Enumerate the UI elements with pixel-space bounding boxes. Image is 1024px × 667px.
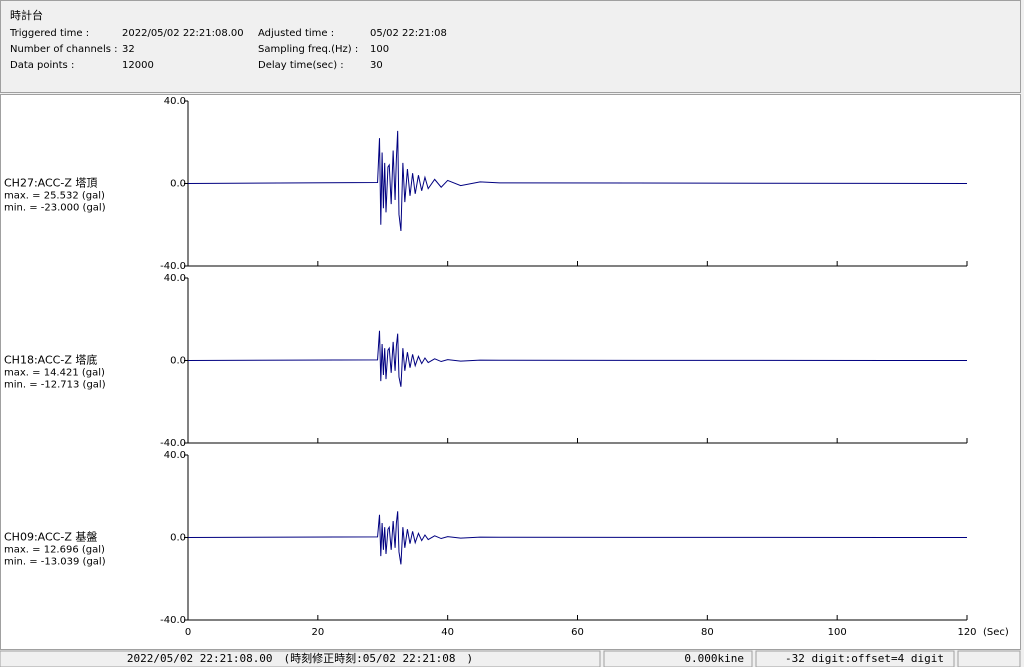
field-label: Sampling freq.(Hz) : xyxy=(258,44,358,55)
y-tick-label: -40.0 xyxy=(160,615,186,626)
status-cell xyxy=(957,650,1021,667)
status-velocity: 0.000kine xyxy=(684,652,744,665)
min-label: min. = -12.713 (gal) xyxy=(4,380,106,391)
x-tick-label: 0 xyxy=(185,627,191,638)
x-tick-label: 120 xyxy=(957,627,976,638)
y-tick-label: 40.0 xyxy=(164,273,186,284)
y-tick-label: 40.0 xyxy=(164,96,186,107)
status-cell xyxy=(603,650,753,667)
field-label: Adjusted time : xyxy=(258,28,334,39)
field-value: 2022/05/02 22:21:08.00 xyxy=(122,28,244,39)
channel-name: CH18:ACC-Z 塔底 xyxy=(4,353,97,367)
status-cell xyxy=(755,650,955,667)
waveform xyxy=(187,511,968,565)
min-label: min. = -13.039 (gal) xyxy=(4,557,106,568)
field-label: Triggered time : xyxy=(9,28,89,39)
x-tick-label: 60 xyxy=(571,627,584,638)
waveform xyxy=(187,330,968,387)
min-label: min. = -23.000 (gal) xyxy=(4,203,106,214)
y-tick-label: 0.0 xyxy=(170,533,186,544)
max-label: max. = 12.696 (gal) xyxy=(4,545,105,556)
y-tick-label: 0.0 xyxy=(170,356,186,367)
field-value: 05/02 22:21:08 xyxy=(370,28,447,39)
station-title: 時計台 xyxy=(10,8,43,22)
x-tick-label: 80 xyxy=(701,627,714,638)
field-value: 30 xyxy=(370,60,383,71)
plot-panel xyxy=(0,94,1021,650)
y-tick-label: 40.0 xyxy=(164,450,186,461)
field-value: 12000 xyxy=(122,60,154,71)
max-label: max. = 14.421 (gal) xyxy=(4,368,105,379)
channel-name: CH09:ACC-Z 基盤 xyxy=(4,531,97,544)
x-axis-label: (Sec) xyxy=(983,627,1009,638)
y-tick-label: -40.0 xyxy=(160,261,186,272)
status-digit: -32 digit:offset=4 digit xyxy=(785,652,944,665)
waveform xyxy=(187,130,968,231)
status-time: 2022/05/02 22:21:08.00 (時刻修正時刻:05/02 22:… xyxy=(127,651,473,665)
field-label: Number of channels : xyxy=(10,44,118,55)
field-value: 100 xyxy=(370,44,389,55)
max-label: max. = 25.532 (gal) xyxy=(4,191,105,202)
field-label: Delay time(sec) : xyxy=(258,60,344,71)
x-tick-label: 100 xyxy=(828,627,847,638)
y-tick-label: 0.0 xyxy=(170,179,186,190)
field-label: Data points : xyxy=(10,60,74,71)
channel-name: CH27:ACC-Z 塔頂 xyxy=(4,177,97,190)
header-panel xyxy=(0,0,1021,93)
status-cell xyxy=(0,650,601,667)
x-tick-label: 40 xyxy=(441,627,454,638)
x-tick-label: 20 xyxy=(311,627,324,638)
field-value: 32 xyxy=(122,44,135,55)
y-tick-label: -40.0 xyxy=(160,438,186,449)
